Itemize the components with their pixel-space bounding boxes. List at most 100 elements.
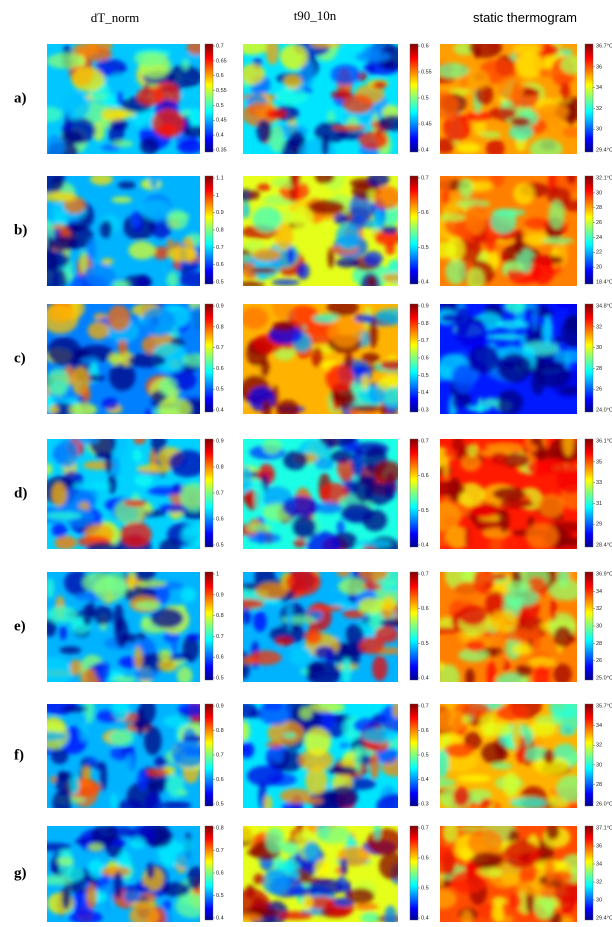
texture-blob <box>61 705 88 713</box>
texture-blob <box>549 704 577 719</box>
texture-blob <box>302 894 314 910</box>
texture-blob <box>369 752 380 780</box>
texture-blob <box>360 912 380 922</box>
texture-blob <box>443 742 474 758</box>
colorbar-tick-label: 34 <box>596 589 602 595</box>
texture-blob <box>128 353 166 368</box>
texture-blob <box>176 666 193 682</box>
texture-blob <box>84 263 115 286</box>
texture-blob <box>309 879 344 896</box>
texture-blob <box>137 768 149 792</box>
texture-blob <box>492 487 526 501</box>
texture-blob <box>143 726 162 756</box>
texture-blob <box>378 852 398 880</box>
texture-blob <box>134 646 143 671</box>
image-texture <box>47 704 200 808</box>
texture-blob <box>339 742 349 749</box>
texture-blob <box>491 896 508 907</box>
texture-blob <box>473 572 495 595</box>
colorbar <box>584 43 594 153</box>
texture-blob <box>536 44 559 57</box>
row-label: f) <box>14 747 24 763</box>
texture-blob <box>272 321 295 332</box>
texture-blob <box>501 453 530 468</box>
texture-blob <box>384 905 397 922</box>
texture-blob <box>145 408 154 414</box>
row-label: d) <box>14 485 27 501</box>
texture-blob <box>175 893 200 918</box>
colorbar-tick-label: 0.4 <box>216 915 224 921</box>
texture-blob <box>69 775 80 795</box>
texture-blob <box>344 352 354 370</box>
texture-blob <box>480 797 492 808</box>
texture-blob <box>311 347 324 367</box>
texture-blob <box>527 460 552 475</box>
texture-blob <box>503 840 542 869</box>
texture-blob <box>283 74 302 89</box>
thermal-image <box>243 304 398 414</box>
texture-blob <box>307 531 340 549</box>
texture-blob <box>530 439 544 446</box>
texture-blob <box>134 572 156 583</box>
texture-blob <box>487 333 523 341</box>
texture-blob <box>381 596 396 611</box>
texture-blob <box>166 238 174 251</box>
texture-blob <box>176 789 189 796</box>
texture-blob <box>330 64 361 85</box>
texture-blob <box>109 362 136 391</box>
texture-blob <box>177 704 200 717</box>
texture-blob <box>440 664 461 682</box>
texture-blob <box>534 757 570 775</box>
texture-blob <box>326 765 358 776</box>
colorbar-tick-label: 30 <box>596 127 602 133</box>
texture-blob <box>162 714 191 728</box>
texture-blob <box>254 480 265 510</box>
texture-blob <box>440 176 451 192</box>
row-label: g) <box>14 865 27 881</box>
texture-blob <box>503 589 540 607</box>
texture-blob <box>477 867 503 878</box>
texture-blob <box>375 308 398 324</box>
texture-blob <box>186 633 200 641</box>
texture-blob <box>548 580 577 601</box>
texture-blob <box>442 826 459 844</box>
texture-blob <box>373 80 387 89</box>
texture-blob <box>492 903 505 922</box>
texture-blob <box>556 775 577 802</box>
texture-blob <box>342 609 366 619</box>
texture-blob <box>510 116 531 127</box>
texture-blob <box>440 502 462 532</box>
colorbar-tick-label: 0.5 <box>421 752 429 758</box>
texture-blob <box>265 741 283 748</box>
texture-blob <box>346 888 375 904</box>
texture-blob <box>497 353 532 383</box>
texture-blob <box>243 913 262 922</box>
texture-blob <box>47 606 78 623</box>
texture-blob <box>508 124 534 141</box>
texture-blob <box>489 610 518 633</box>
texture-blob <box>271 748 284 764</box>
texture-blob <box>304 841 321 862</box>
texture-blob <box>523 308 532 337</box>
texture-blob <box>64 124 72 134</box>
texture-blob <box>99 220 113 239</box>
texture-blob <box>316 826 350 844</box>
colorbar-tick-label: 32 <box>596 606 602 612</box>
colorbar-tick-label: 0.6 <box>421 855 429 861</box>
texture-blob <box>246 765 284 787</box>
colorbar <box>584 703 594 807</box>
image-content <box>243 439 398 549</box>
colorbar-tick-label: 34.8°C <box>596 303 612 309</box>
texture-blob <box>291 206 314 230</box>
image-texture <box>440 572 577 682</box>
texture-blob <box>469 503 497 518</box>
texture-blob <box>352 366 368 376</box>
texture-blob <box>158 123 177 136</box>
texture-blob <box>243 63 266 85</box>
texture-blob <box>491 762 513 770</box>
colorbar <box>204 825 214 921</box>
texture-blob <box>47 842 72 851</box>
texture-blob <box>243 44 269 55</box>
texture-blob <box>182 635 200 663</box>
